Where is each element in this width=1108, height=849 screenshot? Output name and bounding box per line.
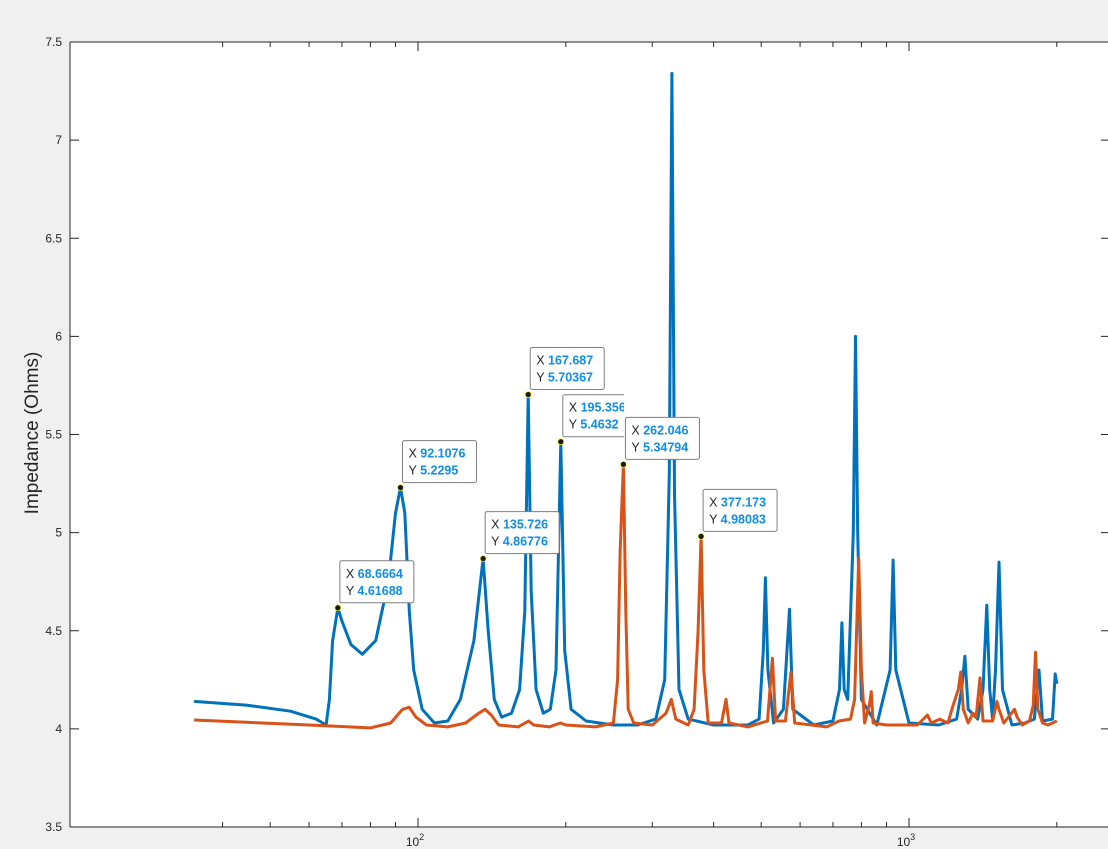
y-tick-label: 5 bbox=[55, 526, 62, 540]
datatip-box bbox=[529, 347, 605, 391]
datatip-y-value: 4.86776 bbox=[503, 535, 548, 549]
datatip-x-key: X bbox=[346, 567, 358, 581]
datatip-marker bbox=[557, 438, 565, 446]
datatip-x-value: 195.356 bbox=[581, 401, 626, 415]
datatip-marker bbox=[397, 484, 404, 491]
datatip-box bbox=[562, 394, 624, 438]
x-tick-exponent: 2 bbox=[419, 832, 424, 842]
y-axis-label: Impedance (Ohms) bbox=[22, 352, 43, 515]
datatip-y-value: 5.34794 bbox=[643, 440, 688, 454]
datatip-y-value: 4.61688 bbox=[357, 584, 402, 598]
datatip-x-key: X bbox=[536, 354, 548, 368]
y-tick-label: 4 bbox=[55, 722, 62, 736]
datatip-y-key: Y bbox=[709, 512, 721, 526]
datatip-x-value: 262.046 bbox=[643, 423, 688, 437]
datatip-y-row: Y 5.2295 bbox=[408, 464, 458, 478]
datatip-marker bbox=[479, 555, 487, 562]
datatip-box bbox=[484, 511, 560, 555]
datatip-x-key: X bbox=[569, 401, 581, 415]
datatip-y-key: Y bbox=[491, 535, 503, 549]
datatip-y-key: Y bbox=[346, 584, 358, 598]
datatip-y-key: Y bbox=[631, 440, 643, 454]
datatip-y-row: Y 5.4632 bbox=[569, 418, 619, 432]
datatip-x-key: X bbox=[709, 495, 721, 509]
datatip-y-row: Y 4.86776 bbox=[491, 535, 548, 549]
datatip-box bbox=[624, 416, 700, 460]
datatip-x-key: X bbox=[491, 518, 503, 532]
datatip-y-value: 4.98083 bbox=[721, 512, 766, 526]
datatip-marker bbox=[524, 391, 532, 398]
datatip-x-row: X 135.726 bbox=[491, 518, 548, 532]
datatip-y-key: Y bbox=[408, 464, 420, 478]
datatip-x-key: X bbox=[631, 423, 643, 437]
datatip-x-row: X 167.687 bbox=[536, 354, 593, 368]
series-line-2 bbox=[194, 462, 1058, 730]
datatip-y-value: 5.70367 bbox=[548, 371, 593, 385]
datatip-box bbox=[339, 560, 415, 604]
y-tick-label: 6.5 bbox=[45, 231, 62, 245]
y-tick-label: 7.5 bbox=[45, 35, 62, 49]
datatip-box bbox=[702, 488, 778, 532]
datatip-x-row: X 195.356 bbox=[569, 401, 626, 415]
datatip-y-row: Y 5.34794 bbox=[631, 440, 688, 454]
y-tick-label: 5.5 bbox=[45, 428, 62, 442]
y-tick-label: 4.5 bbox=[45, 624, 62, 638]
x-tick-base: 10 bbox=[897, 835, 911, 849]
x-tick-exponent: 3 bbox=[910, 832, 915, 842]
y-tick-label: 3.5 bbox=[45, 820, 62, 834]
datatip-y-key: Y bbox=[536, 371, 548, 385]
datatip-y-key: Y bbox=[569, 418, 581, 432]
datatip-marker bbox=[334, 604, 342, 612]
datatip-x-value: 167.687 bbox=[548, 354, 593, 368]
datatip-x-value: 68.6664 bbox=[358, 567, 403, 581]
datatip-x-value: 135.726 bbox=[503, 518, 548, 532]
datatip-x-row: X 68.6664 bbox=[346, 567, 403, 581]
datatip-marker bbox=[697, 533, 705, 540]
datatip-x-value: 92.1076 bbox=[420, 447, 465, 461]
y-tick-label: 7 bbox=[55, 133, 62, 147]
datatip-y-value: 5.4632 bbox=[580, 418, 618, 432]
x-tick-label: 103 bbox=[897, 832, 915, 849]
datatip-y-value: 5.2295 bbox=[420, 464, 458, 478]
datatip-box bbox=[401, 440, 477, 484]
datatip-y-row: Y 4.61688 bbox=[346, 584, 403, 598]
datatip-x-row: X 377.173 bbox=[709, 495, 766, 509]
x-tick-base: 10 bbox=[406, 835, 420, 849]
x-tick-label: 102 bbox=[406, 832, 424, 849]
datatip-marker bbox=[620, 460, 627, 468]
datatip-x-row: X 262.046 bbox=[631, 423, 688, 437]
datatip-x-row: X 92.1076 bbox=[408, 447, 465, 461]
y-tick-label: 6 bbox=[55, 329, 62, 343]
datatip-x-key: X bbox=[408, 447, 420, 461]
datatip-x-value: 377.173 bbox=[721, 495, 766, 509]
datatip-y-row: Y 5.70367 bbox=[536, 371, 593, 385]
datatip-y-row: Y 4.98083 bbox=[709, 512, 766, 526]
